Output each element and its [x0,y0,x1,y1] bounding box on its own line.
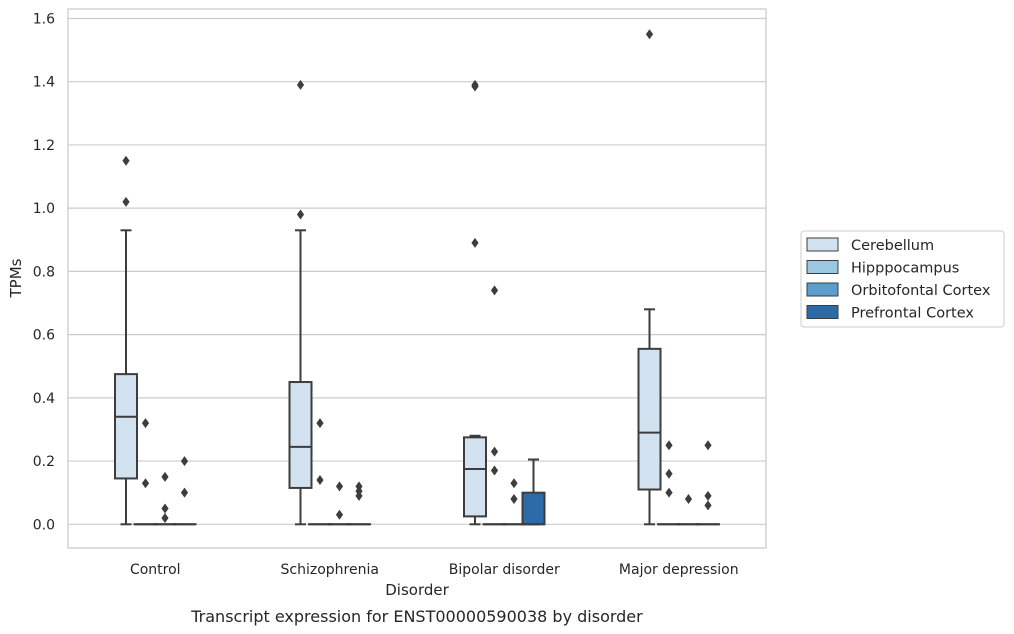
box-1-2 [327,481,352,526]
box-1-3 [347,481,371,526]
outlier-point [510,478,518,489]
legend-label: Cerebellum [851,238,934,254]
legend-swatch [806,282,839,297]
outlier-point [510,494,518,504]
box-2-0 [463,79,487,526]
outlier-point [335,509,344,520]
outlier-point [296,209,305,220]
box-2-2 [502,478,526,526]
y-tick-label: 0.8 [33,264,55,280]
outlier-point [355,481,363,492]
box-1-0 [288,79,313,526]
outlier-point [141,418,150,429]
outlier-point [665,487,673,498]
outlier-point [296,79,305,90]
plot-area-frame [67,8,767,549]
y-tick-label: 0.2 [33,454,55,470]
legend-frame [800,230,1005,328]
outlier-point [665,440,673,451]
outlier-point [335,481,344,492]
legend-label: Hipppocampus [851,261,959,277]
outlier-point [180,487,189,498]
box-3-0 [637,29,662,526]
y-tick-label: 0.6 [33,328,55,344]
box-body [288,381,313,489]
legend-label: Prefrontal Cortex [851,306,974,322]
x-tick-labels: Control Schizophrenia Bipolar disorder Majo… [130,562,739,578]
outlier-point [122,196,130,207]
box-0-2 [153,471,177,526]
legend-swatch [806,260,839,274]
outlier-point [122,155,130,166]
outlier-point [161,512,169,523]
x-tick-label: Major depression [619,562,739,578]
box-3-2 [676,494,701,526]
outlier-point [490,446,499,457]
box-3-1 [657,440,681,526]
outlier-point [161,503,169,514]
outlier-point [490,285,499,296]
legend-swatch [806,237,839,252]
legend-swatch [806,305,839,319]
outlier-point [471,79,479,90]
y-tick-label: 1.4 [33,75,55,91]
y-tick-label: 1.0 [33,201,55,217]
y-tick-label: 0.0 [33,517,55,533]
outlier-point [180,456,189,467]
y-tick-label: 1.6 [33,11,55,27]
outlier-point [665,468,673,479]
box-body [114,373,138,480]
outlier-point [161,471,169,482]
y-tick-label: 0.4 [33,391,55,407]
outlier-point [684,494,693,504]
x-tick-label: Schizophrenia [281,562,379,578]
outlier-point [316,418,324,429]
box-body [637,347,662,491]
box-0-0 [114,155,138,526]
y-axis-label: TPMs [7,258,25,298]
outlier-point [471,237,479,248]
x-axis-label: Disorder [385,581,449,599]
outlier-point [704,440,712,451]
outlier-point [704,490,712,501]
box-2-3 [521,458,546,526]
outlier-point [645,29,654,40]
legend: Cerebellum Hipppocampus Orbitofontal Corte… [800,230,1005,328]
x-tick-label: Control [130,562,181,578]
legend-label: Orbitofontal Cortex [851,283,991,299]
outlier-point [316,475,324,486]
outlier-point [704,500,712,511]
y-tick-label: 1.2 [33,138,55,154]
box-body [463,436,487,518]
chart-caption: Transcript expression for ENST0000059003… [190,607,643,626]
outlier-point [490,465,499,476]
y-tick-labels: 0.0 0.2 0.4 0.6 0.8 1.0 1.2 1.4 1.6 [33,11,55,533]
box-body [521,491,546,526]
box-0-3 [172,456,197,526]
box-3-3 [696,440,720,526]
x-tick-label: Bipolar disorder [449,562,560,578]
box-plot-marks [114,29,720,526]
outlier-point [141,478,150,489]
